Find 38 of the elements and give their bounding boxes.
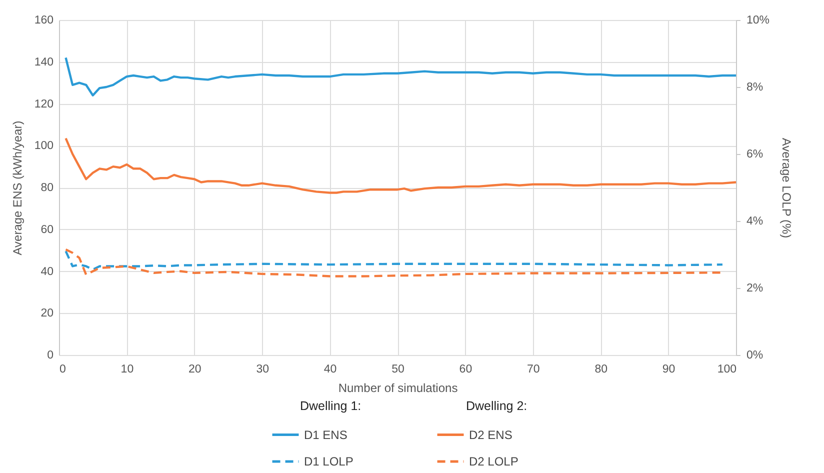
x-tick-label: 20 [188, 364, 202, 376]
x-tick-label: 50 [392, 364, 404, 376]
y-axis-title: Average ENS (kWh/year) [10, 120, 24, 256]
legend-label: D1 LOLP [304, 454, 354, 468]
y2-tick-label: 8% [746, 82, 764, 94]
text: Dwelling 1: [300, 399, 362, 413]
x-tick-label: 40 [324, 364, 337, 376]
y-tick-label: 140 [34, 56, 54, 68]
line-series [64, 56, 738, 96]
y-tick-label: 120 [34, 98, 54, 110]
y-tick-label: 60 [40, 224, 54, 236]
y2-axis-title: Average LOLP (%) [780, 138, 794, 238]
y-tick-label: 100 [34, 140, 54, 152]
x-tick-label: 100 [717, 364, 736, 376]
legend-label: D1 ENS [304, 428, 348, 442]
legend-label: D2 ENS [469, 428, 512, 442]
x-tick-label: 0 [60, 364, 66, 376]
y-tick-label: 160 [34, 14, 54, 26]
legend-label: D2 LOLP [469, 454, 518, 468]
x-tick-label: 70 [527, 364, 540, 376]
text: Dwelling 2: [466, 399, 528, 413]
x-tick-label: 80 [594, 364, 608, 376]
y-tick-label: 40 [40, 266, 54, 278]
x-tick-label: 10 [120, 364, 134, 376]
x-tick-label: 30 [256, 364, 269, 376]
y-tick-label: 80 [40, 182, 54, 194]
y2-tick-label: 10% [746, 14, 770, 26]
y2-tick-label: 6% [746, 148, 764, 160]
y2-tick-label: 4% [746, 216, 764, 228]
y2-tick-label: 0% [746, 350, 764, 362]
y-tick-label: 20 [40, 308, 54, 320]
x-tick-label: 90 [662, 364, 676, 376]
x-tick-label: 60 [459, 364, 472, 376]
x-axis-title: Number of simulations [338, 381, 458, 395]
y2-tick-label: 2% [746, 282, 764, 294]
line-series [64, 137, 738, 194]
line-series [64, 250, 724, 271]
y-tick-label: 0 [47, 350, 54, 362]
